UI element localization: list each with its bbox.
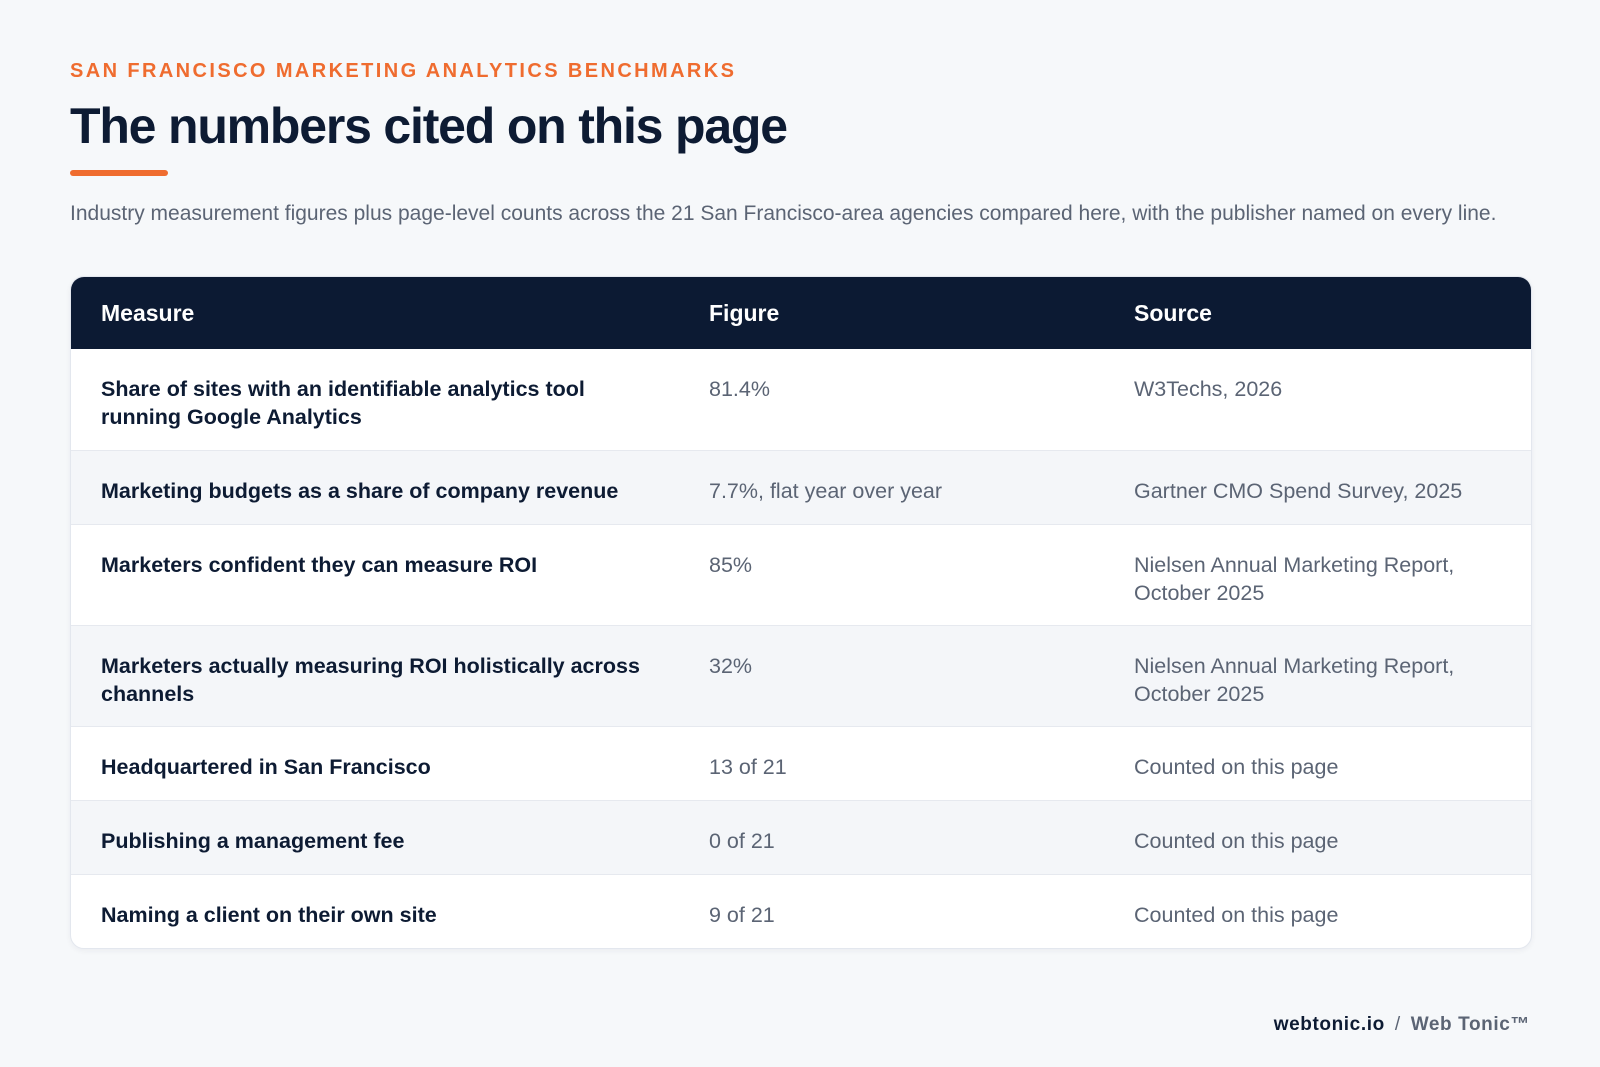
row-measure: Publishing a management fee bbox=[71, 799, 679, 874]
row-figure: 7.7%, flat year over year bbox=[679, 449, 1104, 524]
table-row: Marketing budgets as a share of company … bbox=[71, 449, 1531, 524]
footer-domain: webtonic.io bbox=[1273, 1014, 1385, 1035]
row-figure: 9 of 21 bbox=[679, 873, 1104, 948]
table-row: Marketers actually measuring ROI holisti… bbox=[71, 624, 1531, 726]
title-accent-rule bbox=[70, 170, 168, 176]
row-source: Counted on this page bbox=[1104, 799, 1531, 874]
footer-brand: Web Tonic™ bbox=[1410, 1014, 1530, 1035]
table-row: Naming a client on their own site 9 of 2… bbox=[71, 873, 1531, 948]
eyebrow-label: SAN FRANCISCO MARKETING ANALYTICS BENCHM… bbox=[70, 60, 737, 82]
row-measure: Marketers actually measuring ROI holisti… bbox=[71, 624, 679, 726]
row-source: W3Techs, 2026 bbox=[1134, 377, 1283, 401]
footer-credit: webtonic.io / Web Tonic™ bbox=[1274, 1014, 1530, 1036]
column-header-source: Source bbox=[1134, 299, 1212, 326]
row-measure: Marketers confident they can measure ROI bbox=[71, 523, 679, 625]
table-row: Share of sites with an identifiable anal… bbox=[71, 349, 1531, 450]
row-figure: 13 of 21 bbox=[679, 725, 1104, 800]
table-row: Headquartered in San Francisco 13 of 21 … bbox=[71, 725, 1531, 800]
row-figure: 85% bbox=[679, 523, 1104, 625]
page-title: The numbers cited on this page bbox=[70, 98, 788, 154]
table-header-row: Measure Figure Source bbox=[71, 277, 1531, 349]
row-source: Nielsen Annual Marketing Report, October… bbox=[1104, 523, 1531, 625]
row-figure: 81.4% bbox=[709, 377, 770, 401]
intro-paragraph: Industry measurement figures plus page-l… bbox=[70, 202, 1497, 225]
benchmarks-table-card: Measure Figure Source Share of sites wit… bbox=[70, 276, 1532, 949]
column-header-figure: Figure bbox=[709, 299, 780, 326]
row-measure: Marketing budgets as a share of company … bbox=[71, 449, 679, 524]
row-source: Counted on this page bbox=[1104, 725, 1531, 800]
page-content: SAN FRANCISCO MARKETING ANALYTICS BENCHM… bbox=[70, 58, 1532, 949]
row-source: Nielsen Annual Marketing Report, October… bbox=[1104, 624, 1531, 726]
row-source: Counted on this page bbox=[1104, 873, 1531, 948]
row-figure: 32% bbox=[679, 624, 1104, 726]
row-measure: Share of sites with an identifiable anal… bbox=[101, 377, 585, 429]
row-measure: Naming a client on their own site bbox=[71, 873, 679, 948]
row-figure: 0 of 21 bbox=[679, 799, 1104, 874]
footer-separator: / bbox=[1394, 1014, 1401, 1035]
row-source: Gartner CMO Spend Survey, 2025 bbox=[1104, 449, 1531, 524]
table-row: Publishing a management fee 0 of 21 Coun… bbox=[71, 799, 1531, 874]
benchmarks-table: Measure Figure Source Share of sites wit… bbox=[71, 277, 1531, 948]
column-header-measure: Measure bbox=[101, 299, 195, 326]
row-measure: Headquartered in San Francisco bbox=[71, 725, 679, 800]
table-row: Marketers confident they can measure ROI… bbox=[71, 523, 1531, 625]
